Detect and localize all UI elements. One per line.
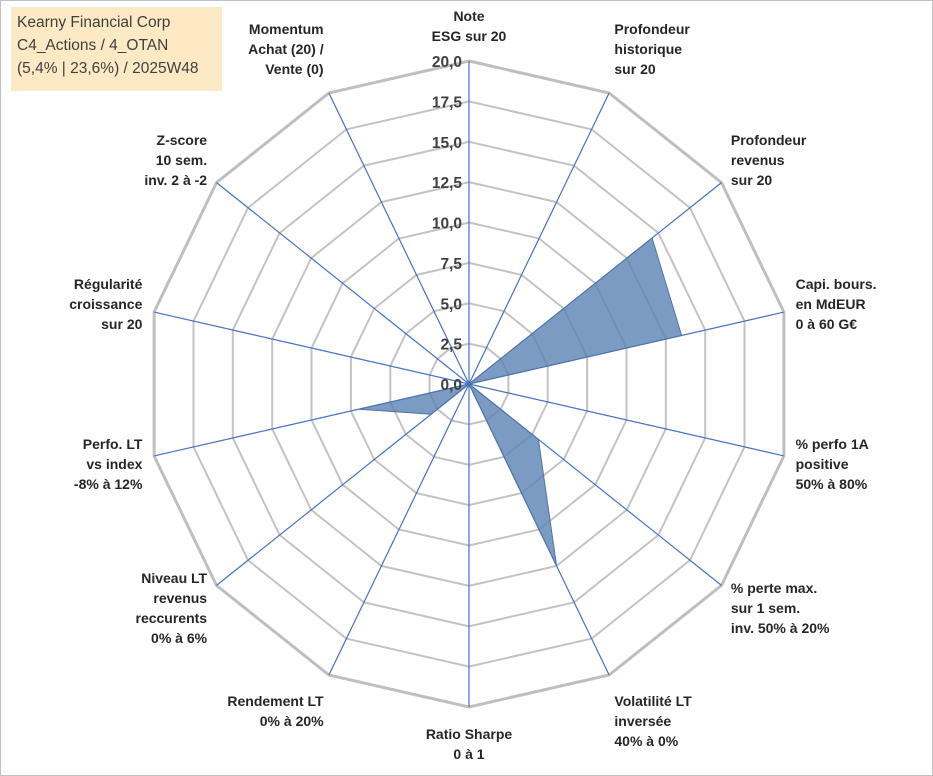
axis-label: Rendement LT 0% à 20% [227,693,324,729]
axis-label-line: en MdEUR [796,296,866,312]
axis-line [468,383,785,457]
axis-label-line: 0% à 20% [260,713,324,729]
axis-label-line: 50% à 80% [796,476,868,492]
axis-label: Niveau LT revenus reccurents 0% à 6% [136,570,208,646]
company-name: Kearny Financial Corp [17,14,171,31]
tick-label: 15,0 [432,135,462,152]
axis-label-line: revenus [153,590,207,606]
axis-label-line: Volatilité LT [614,693,692,709]
axis-line [328,383,470,676]
axis-label-line: -8% à 12% [74,476,143,492]
axis-label-line: Régularité [74,276,143,292]
axis-label: Capi. bours. en MdEUR 0 à 60 G€ [796,276,877,332]
axis-label-line: Vente (0) [265,61,323,77]
axis-label-line: inversée [614,713,671,729]
axis-label-line: 40% à 0% [614,733,678,749]
axis-label-line: Z-score [157,132,208,148]
axis-label-line: 0 à 60 G€ [796,316,858,332]
chart-title-box: Kearny Financial Corp C4_Actions / 4_OTA… [11,7,222,91]
axis-label-line: % perfo 1A [796,436,869,452]
tick-label: 2,5 [440,337,462,354]
axis-label-line: Ratio Sharpe [426,726,513,742]
tick-label: 17,5 [432,94,463,111]
tick-label: 10,0 [432,216,462,233]
axis-label-line: Profondeur [731,132,807,148]
axis-label-line: positive [796,456,849,472]
axis-label-line: reccurents [136,610,208,626]
axis-label: % perte max. sur 1 sem. inv. 50% à 20% [731,580,830,636]
axis-label: Note ESG sur 20 [432,8,507,44]
axis-label-line: Achat (20) / [248,41,324,57]
axis-label: Volatilité LT inversée 40% à 0% [614,693,692,749]
axis-label-line: Niveau LT [141,570,207,586]
axis-label: Régularité croissance sur 20 [69,276,142,332]
axis-label-line: 0% à 6% [151,630,208,646]
score-summary: (5,4% | 23,6%) / 2025W48 [17,60,199,77]
axis-label-line: sur 20 [731,172,772,188]
category-label: C4_Actions / 4_OTAN [17,37,169,54]
axis-label-line: vs index [86,456,142,472]
axis-line [216,383,470,586]
axis-label-line: inv. 2 à -2 [144,172,207,188]
axis-label-line: sur 1 sem. [731,600,800,616]
axis-label-line: ESG sur 20 [432,28,507,44]
data-series-area [358,237,683,567]
tick-label: 0,0 [440,377,462,394]
axis-label: % perfo 1A positive 50% à 80% [796,436,869,492]
axis-label: Z-score 10 sem. inv. 2 à -2 [144,132,207,188]
axis-label-line: Profondeur [614,21,690,37]
axis-label-line: 0 à 1 [453,746,484,762]
axis-label-line: sur 20 [614,61,655,77]
tick-label: 7,5 [440,256,462,273]
tick-label: 12,5 [432,175,463,192]
axis-label: Profondeur revenus sur 20 [731,132,807,188]
axis-label-line: Momentum [249,21,324,37]
axis-label-line: sur 20 [101,316,142,332]
axis-label-line: historique [614,41,682,57]
axis-label: Perfo. LT vs index -8% à 12% [74,436,143,492]
axis-label-line: Note [453,8,484,24]
axis-line [153,311,470,385]
axis-label-line: Capi. bours. [796,276,877,292]
tick-label: 20,0 [432,54,462,71]
axis-label-line: % perte max. [731,580,817,596]
axis-label: Ratio Sharpe 0 à 1 [426,726,513,762]
axis-line [468,92,610,385]
tick-label: 5,0 [440,296,462,313]
axis-label: Profondeur historique sur 20 [614,21,690,77]
axis-label-line: Rendement LT [227,693,324,709]
axis-label: Momentum Achat (20) / Vente (0) [248,21,324,77]
axis-label-line: inv. 50% à 20% [731,620,830,636]
axis-label-line: 10 sem. [156,152,207,168]
axis-label-line: Perfo. LT [83,436,143,452]
axis-label-line: croissance [69,296,142,312]
axis-line [216,182,470,385]
axis-label-line: revenus [731,152,785,168]
axis-line [328,92,470,385]
